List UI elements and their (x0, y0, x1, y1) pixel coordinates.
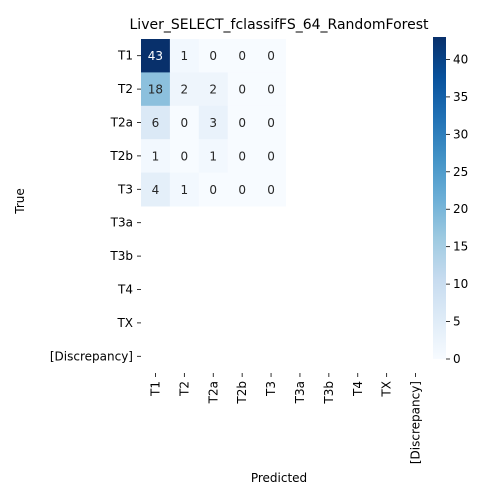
heatmap-cell (169, 105, 200, 140)
heatmap-cell (227, 139, 258, 174)
y-tick-label: T4 (117, 283, 133, 297)
colorbar-tick-label: 5 (453, 315, 461, 329)
heatmap-cell (227, 105, 258, 140)
heatmap-cell (256, 105, 286, 140)
x-axis: T1 T2 T2a T2b T3 T3a T3b T4 TX [Discrepancy] (148, 373, 423, 464)
colorbar-tick-label: 35 (453, 90, 468, 104)
cell-value-label: 0 (238, 183, 246, 197)
heatmap-cell (169, 39, 200, 73)
heatmap-cell (198, 139, 229, 174)
cell-value-label: 3 (209, 116, 217, 130)
y-tick-label: T2a (110, 116, 133, 130)
heatmap-cell (198, 72, 229, 107)
colorbar-tick-label: 40 (453, 52, 468, 66)
heatmap-cell (198, 39, 229, 73)
x-tick-label: T3b (322, 381, 336, 405)
colorbar-gradient (433, 37, 446, 359)
cell-value-label: 2 (209, 83, 217, 97)
colorbar-tick-label: 10 (453, 277, 468, 291)
y-tick-label: T2b (109, 149, 133, 163)
cell-value-label: 1 (152, 149, 160, 163)
x-tick-label: [Discrepancy] (409, 381, 423, 464)
cell-value-label: 1 (181, 183, 189, 197)
colorbar-tick-label: 15 (453, 240, 468, 254)
y-tick-label: T3b (109, 249, 133, 263)
x-tick-label: T3 (264, 381, 278, 397)
cell-value-label: 0 (209, 183, 217, 197)
y-tick-label: T3 (117, 182, 133, 196)
x-tick-label: T4 (351, 381, 365, 397)
x-tick-label: T1 (148, 381, 162, 397)
heatmap-cell (198, 172, 229, 207)
x-tick-label: T2 (177, 381, 191, 397)
colorbar-tick-label: 0 (453, 352, 461, 366)
heatmap-cell (227, 172, 258, 207)
heatmap-cell (169, 139, 200, 174)
x-tick-label: T3a (293, 381, 307, 404)
cell-value-label: 0 (267, 183, 275, 197)
heatmap-cell (141, 172, 171, 207)
heatmap-cell (141, 139, 171, 174)
cell-value-label: 2 (181, 83, 189, 97)
x-tick-label: TX (380, 381, 394, 398)
heatmap-cell (227, 39, 258, 73)
y-tick-label: T1 (117, 49, 133, 63)
cell-value-label: 1 (209, 149, 217, 163)
colorbar-tick-label: 30 (453, 127, 468, 141)
heatmap-cell (169, 172, 200, 207)
x-axis-label: Predicted (251, 471, 307, 485)
cell-value-label: 0 (238, 149, 246, 163)
cell-value-label: 18 (148, 83, 163, 97)
colorbar-tick-label: 20 (453, 202, 468, 216)
heatmap-cell-labels: 43 1 0 0 0 18 2 2 0 0 6 0 3 0 0 1 0 1 0 0 4 1 0 0 0 (148, 49, 275, 197)
cell-value-label: 0 (181, 116, 189, 130)
cell-value-label: 0 (238, 116, 246, 130)
heatmap-cells (141, 39, 286, 207)
cell-value-label: 0 (209, 49, 217, 63)
colorbar-tick-label: 25 (453, 165, 468, 179)
heatmap-cell (256, 139, 286, 174)
cell-value-label: 4 (152, 183, 160, 197)
y-axis: T1 T2 T2a T2b T3 T3a T3b T4 TX [Discrepancy] (50, 49, 141, 363)
heatmap-cell (141, 39, 171, 73)
heatmap-cell (198, 105, 229, 140)
y-tick-label: TX (116, 316, 133, 330)
heatmap-cell (256, 172, 286, 207)
x-tick-label: T2b (235, 381, 249, 405)
cell-value-label: 0 (238, 83, 246, 97)
cell-value-label: 0 (267, 149, 275, 163)
colorbar: 0 5 10 15 20 25 30 35 40 (433, 37, 468, 366)
cell-value-label: 0 (238, 49, 246, 63)
heatmap-cell (256, 39, 286, 73)
cell-value-label: 0 (181, 149, 189, 163)
cell-value-label: 6 (152, 116, 160, 130)
cell-value-label: 0 (267, 49, 275, 63)
chart-title: Liver_SELECT_fclassifFS_64_RandomForest (130, 17, 429, 33)
heatmap-cell (141, 105, 171, 140)
heatmap-cell (169, 72, 200, 107)
y-tick-label: T2 (117, 82, 133, 96)
y-tick-label: T3a (110, 216, 133, 230)
x-tick-label: T2a (206, 381, 220, 404)
cell-value-label: 0 (267, 116, 275, 130)
cell-value-label: 0 (267, 83, 275, 97)
heatmap-cell (141, 72, 171, 107)
heatmap-cell (227, 72, 258, 107)
cell-value-label: 1 (181, 49, 189, 63)
heatmap-cell (256, 72, 286, 107)
y-tick-label: [Discrepancy] (50, 349, 133, 363)
y-axis-label: True (13, 188, 27, 215)
cell-value-label: 43 (148, 49, 163, 63)
